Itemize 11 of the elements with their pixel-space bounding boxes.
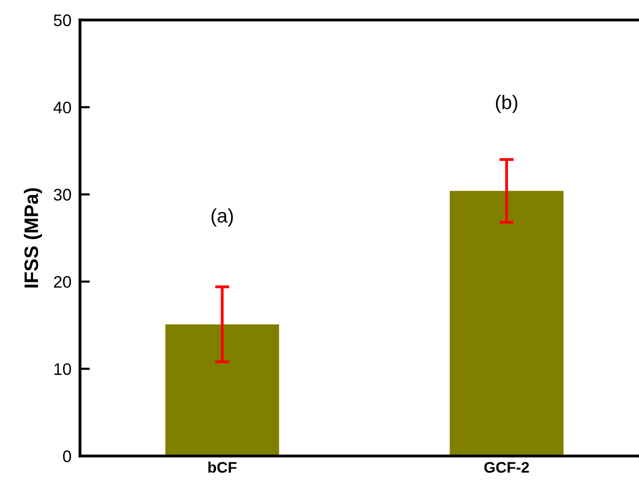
y-tick-label: 30	[54, 188, 72, 201]
y-tick-label: 40	[54, 102, 72, 114]
y-tick-label: 10	[54, 363, 72, 376]
x-tick-label: bCF	[208, 462, 236, 473]
annotation: (b)	[496, 94, 518, 114]
annotation: (a)	[212, 208, 233, 226]
x-tick-label: GCF-2	[484, 462, 529, 473]
y-tick-label: 20	[54, 276, 72, 288]
y-axis-title: IFSS (MPa)	[24, 188, 42, 288]
y-tick-label: 50	[54, 14, 72, 26]
y-tick-label: 0	[63, 450, 72, 462]
